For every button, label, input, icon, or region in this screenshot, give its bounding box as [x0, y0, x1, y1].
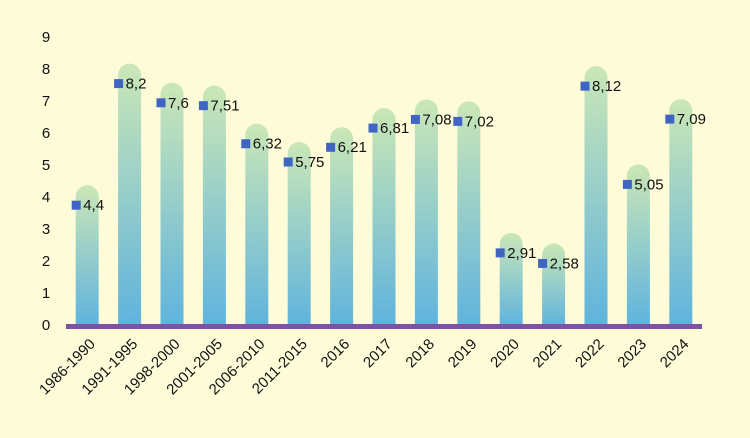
y-tick-label: 2 [42, 253, 50, 270]
bar [584, 66, 608, 326]
value-label: 4,4 [83, 197, 104, 214]
value-marker [241, 139, 251, 149]
value-marker [71, 200, 81, 210]
bar [202, 85, 226, 327]
value-label: 7,02 [465, 113, 494, 130]
value-marker [538, 258, 548, 268]
bar [160, 82, 184, 326]
value-marker [580, 81, 590, 91]
value-marker [453, 116, 463, 126]
bar [245, 123, 269, 326]
value-marker [665, 114, 675, 124]
bar [330, 127, 354, 326]
x-axis [66, 324, 702, 329]
value-label: 7,6 [168, 95, 189, 112]
bar [287, 142, 311, 326]
bar [75, 185, 99, 326]
value-marker [368, 123, 378, 133]
value-label: 8,12 [592, 78, 621, 95]
bar [372, 108, 396, 326]
y-tick-label: 5 [42, 157, 50, 174]
value-label: 5,05 [634, 176, 663, 193]
value-label: 7,08 [422, 111, 451, 128]
value-label: 7,51 [210, 98, 239, 115]
value-label: 6,81 [380, 120, 409, 137]
value-marker [156, 98, 166, 108]
y-tick-label: 4 [42, 189, 50, 206]
value-label: 7,09 [677, 111, 706, 128]
y-tick-label: 9 [42, 29, 50, 46]
bar [414, 99, 438, 326]
value-marker [114, 79, 124, 89]
value-label: 6,32 [253, 136, 282, 153]
value-marker [198, 101, 208, 111]
value-marker [410, 114, 420, 124]
bar [669, 99, 693, 326]
bar [626, 164, 650, 326]
y-tick-label: 0 [42, 317, 50, 334]
bar [118, 63, 142, 326]
bar [457, 101, 481, 326]
value-marker [622, 179, 632, 189]
value-label: 5,75 [295, 154, 324, 171]
bar [499, 232, 523, 326]
y-tick-label: 6 [42, 125, 50, 142]
value-label: 2,91 [507, 245, 536, 262]
value-label: 8,2 [126, 76, 147, 93]
y-tick-label: 3 [42, 221, 50, 238]
value-label: 2,58 [550, 255, 579, 272]
y-tick-label: 8 [42, 61, 50, 78]
value-marker [495, 248, 505, 258]
bar [542, 243, 566, 326]
y-tick-label: 7 [42, 93, 50, 110]
y-tick-label: 1 [42, 285, 50, 302]
value-marker [283, 157, 293, 167]
value-marker [326, 142, 336, 152]
value-label: 6,21 [338, 139, 367, 156]
